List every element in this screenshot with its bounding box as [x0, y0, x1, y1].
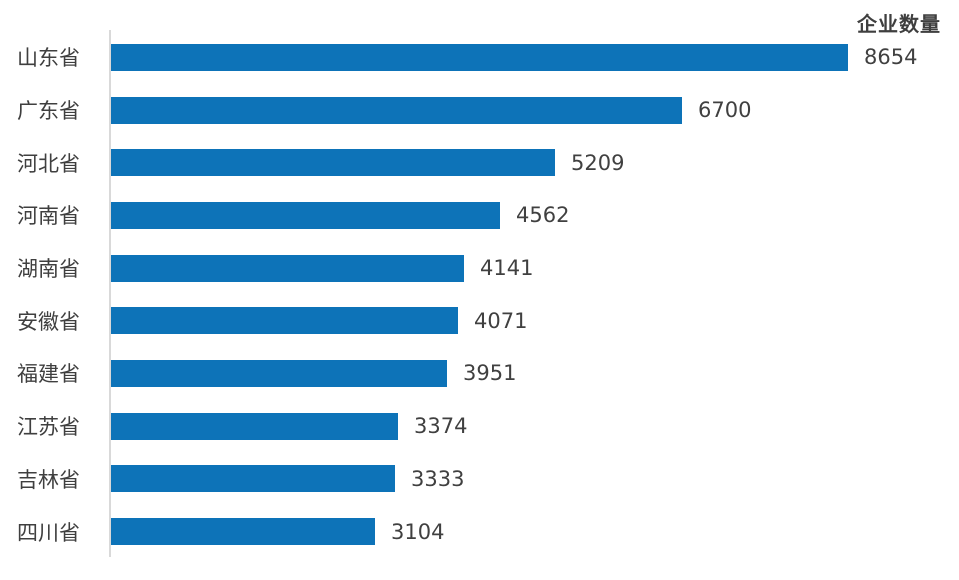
- category-label: 福建省: [17, 362, 80, 387]
- category-label: 安徽省: [17, 309, 80, 334]
- bar: [111, 359, 447, 387]
- value-label: 3374: [414, 414, 468, 439]
- bar: [111, 465, 395, 493]
- bar: [111, 201, 500, 229]
- bar-row: 福建省 3951: [0, 347, 959, 400]
- bar-row: 山东省 8654: [0, 31, 959, 84]
- category-label: 湖南省: [17, 257, 80, 282]
- value-label: 4071: [474, 308, 528, 333]
- category-label: 吉林省: [17, 467, 80, 492]
- plot-area: 山东省 8654 广东省 6700 河北省 5209 河南省 4562 湖南省 4141 安徽省 40…: [0, 31, 959, 558]
- value-label: 3104: [391, 519, 445, 544]
- value-label: 5209: [571, 150, 625, 175]
- bar: [111, 43, 848, 71]
- bar-row: 河南省 4562: [0, 189, 959, 242]
- bar-row: 江苏省 3374: [0, 400, 959, 453]
- bar-row: 广东省 6700: [0, 84, 959, 137]
- category-label: 河南省: [17, 204, 80, 229]
- category-axis-line: [109, 30, 111, 557]
- value-label: 4562: [516, 203, 570, 228]
- bar-row: 安徽省 4071: [0, 294, 959, 347]
- bar: [111, 96, 682, 124]
- value-label: 6700: [698, 98, 752, 123]
- bar: [111, 518, 375, 546]
- bar-row: 吉林省 3333: [0, 453, 959, 506]
- category-label: 四川省: [17, 520, 80, 545]
- bar-row: 河北省 5209: [0, 136, 959, 189]
- bar: [111, 412, 398, 440]
- value-label: 4141: [480, 256, 534, 281]
- category-label: 山东省: [17, 46, 80, 71]
- bar-row: 湖南省 4141: [0, 242, 959, 295]
- chart-title: 企业数量: [857, 12, 941, 36]
- category-label: 江苏省: [17, 415, 80, 440]
- bar: [111, 254, 464, 282]
- bar: [111, 149, 555, 177]
- value-label: 3951: [463, 361, 517, 386]
- value-label: 3333: [411, 466, 465, 491]
- category-label: 广东省: [17, 99, 80, 124]
- bar-row: 四川省 3104: [0, 505, 959, 558]
- bar: [111, 307, 458, 335]
- value-label: 8654: [864, 45, 918, 70]
- category-label: 河北省: [17, 151, 80, 176]
